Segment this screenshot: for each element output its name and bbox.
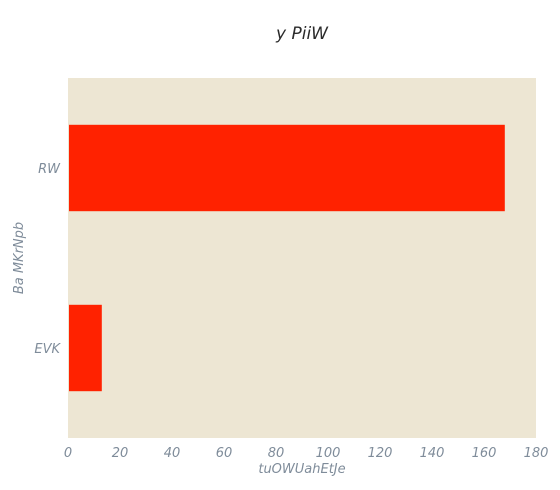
bar-evk bbox=[69, 304, 102, 392]
x-tick-label: 40 bbox=[164, 446, 181, 461]
x-tick-label: 160 bbox=[472, 446, 497, 461]
chart-title: y PiiW bbox=[275, 24, 329, 44]
x-tick-label: 0 bbox=[64, 446, 72, 461]
x-tick-labels: 0 20 40 60 80 100 120 140 160 180 bbox=[64, 446, 549, 461]
y-tick-label: EVK bbox=[34, 342, 61, 357]
y-tick-label: RW bbox=[38, 162, 61, 177]
x-tick-label: 60 bbox=[216, 446, 233, 461]
bars-group bbox=[69, 124, 505, 392]
y-tick-labels: RW EVK bbox=[34, 162, 61, 357]
bar-rw bbox=[69, 124, 505, 212]
x-tick-label: 180 bbox=[524, 446, 549, 461]
y-axis-label: Ba MKrNpb bbox=[12, 222, 27, 294]
x-axis-label: tuOWUahEtJe bbox=[258, 462, 345, 477]
x-tick-label: 100 bbox=[316, 446, 341, 461]
x-tick-label: 80 bbox=[268, 446, 285, 461]
x-tick-label: 140 bbox=[420, 446, 445, 461]
x-tick-label: 20 bbox=[112, 446, 129, 461]
x-tick-label: 120 bbox=[368, 446, 393, 461]
